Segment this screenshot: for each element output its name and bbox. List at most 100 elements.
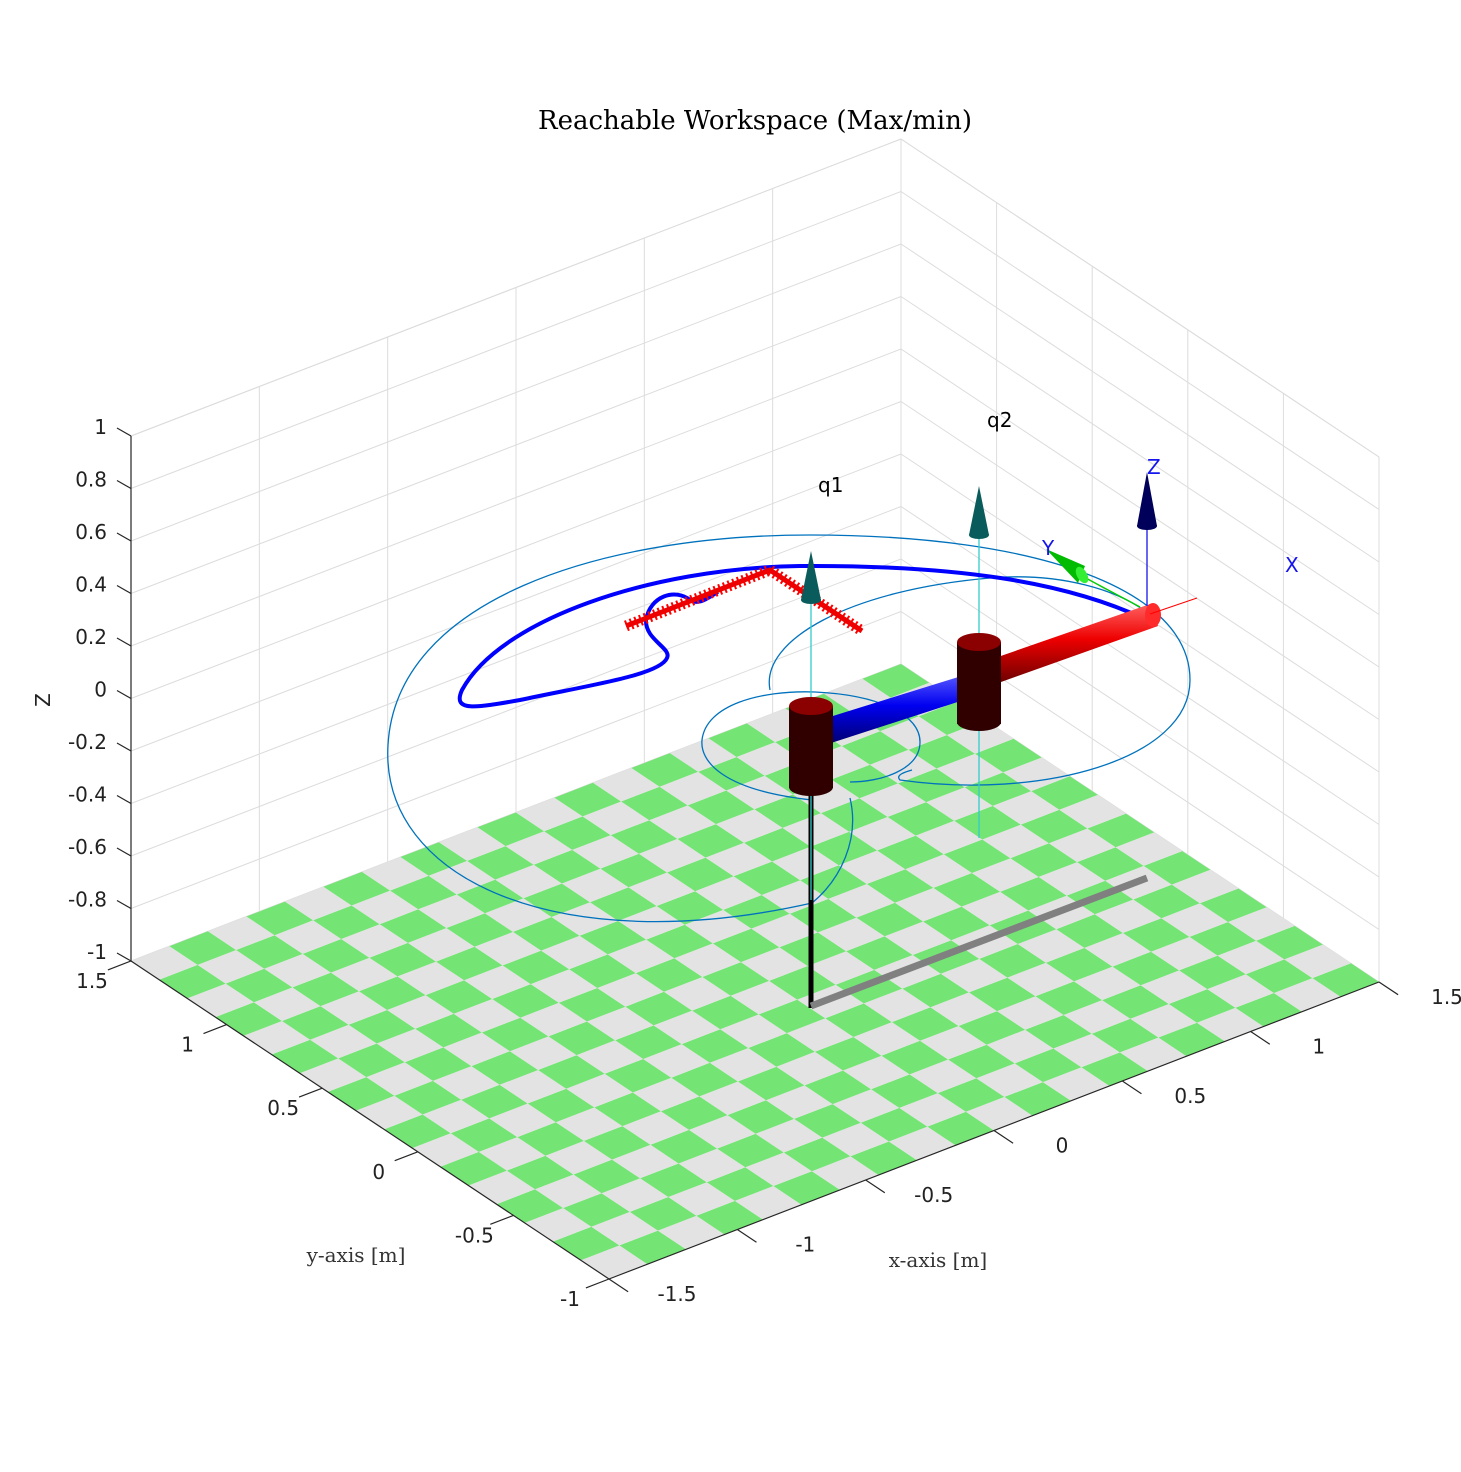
floor-tile — [1087, 813, 1155, 848]
workspace-lower-curve — [811, 797, 854, 904]
x-tick-mark — [1122, 1080, 1142, 1095]
floor-tile — [582, 801, 650, 836]
floor-tile — [243, 1021, 311, 1055]
tool-frame-y-line — [1079, 574, 1141, 608]
tool-frame-y-label: Y — [1041, 536, 1055, 560]
z-tick-label: -0.6 — [68, 835, 107, 859]
y-tick-label: 0 — [372, 1160, 385, 1184]
floor-tile — [561, 868, 629, 903]
floor-tile — [253, 987, 321, 1021]
floor-tile — [471, 1051, 539, 1085]
z-axis-label: Z — [31, 693, 55, 707]
floor-tile — [635, 958, 703, 992]
floor-tile — [1102, 985, 1169, 1019]
floor-tile — [866, 869, 934, 903]
floor-tile — [638, 838, 706, 873]
floor-tile — [880, 716, 947, 750]
floor-tile — [838, 850, 906, 884]
floor-tile — [789, 898, 857, 933]
checkerboard-floor — [131, 664, 1379, 1279]
floor-tile — [920, 1026, 987, 1060]
floor-tile — [366, 1062, 433, 1096]
floor-tile — [684, 909, 752, 944]
floor-tile — [674, 943, 741, 977]
y-tick-mark — [298, 1087, 323, 1098]
floor-tile — [705, 842, 773, 877]
floor-tile — [863, 988, 931, 1023]
floor-tile — [594, 1092, 661, 1127]
grid-line-z-side — [900, 243, 1380, 563]
y-tick-label: 1 — [181, 1033, 194, 1057]
floor-tile — [1007, 962, 1074, 997]
floor-tile — [541, 935, 608, 970]
workspace-inner-curve — [701, 691, 921, 801]
floor-tile — [558, 988, 626, 1022]
floor-tile — [884, 921, 952, 955]
floor-tile — [915, 820, 983, 855]
z-tick-mark — [116, 847, 132, 857]
workspace-boundary — [387, 534, 1191, 923]
floor-tile — [1217, 940, 1285, 975]
x-tick-mark — [1378, 981, 1399, 996]
floor-tile — [964, 772, 1032, 806]
floor-tile — [923, 906, 990, 941]
floor-tile — [736, 742, 804, 776]
floor-tile — [1133, 884, 1200, 919]
floor-tile — [646, 924, 713, 959]
workspace-q2-curve — [768, 576, 1151, 691]
floor-tile — [695, 876, 762, 910]
x-tick-label: -1.5 — [657, 1282, 696, 1306]
floor-tile — [720, 1014, 787, 1048]
floor-tile — [1045, 947, 1113, 982]
floor-tile — [591, 1211, 658, 1246]
floor-tile — [828, 884, 895, 918]
floor-tile — [726, 775, 793, 810]
tool-frame-y-cone-icon — [1046, 549, 1089, 584]
floor-tile — [1074, 966, 1141, 1001]
floor-tile — [954, 805, 1021, 840]
q1-annotation: q1 — [818, 473, 843, 497]
floor-tile — [958, 1011, 1026, 1045]
floor-tile — [545, 1140, 612, 1175]
floor-tile — [422, 1099, 490, 1134]
floor-tile — [236, 935, 303, 969]
floor-tile — [908, 735, 975, 769]
floor-tile — [1151, 936, 1218, 971]
floor-tile — [670, 738, 737, 772]
floor-tile — [282, 1006, 349, 1040]
z-tick-label: 1 — [94, 415, 107, 439]
floor-tile — [299, 1058, 367, 1092]
floor-tile — [1130, 1004, 1197, 1038]
floor-tile — [841, 731, 909, 765]
floor-tile — [1228, 907, 1295, 941]
floor-tile — [569, 954, 636, 988]
floor-tile — [456, 879, 524, 914]
floor-tile — [579, 920, 647, 955]
floor-tile — [573, 1159, 641, 1194]
floor-tile — [997, 996, 1064, 1030]
floor-tile — [576, 1040, 644, 1074]
floor-tile — [327, 1077, 395, 1111]
z-tick-label: 0.6 — [75, 520, 107, 544]
floor-tile — [384, 1114, 451, 1149]
floor-tile — [632, 1077, 700, 1112]
floor-tile — [1025, 1015, 1092, 1049]
floor-tile — [898, 768, 965, 803]
floor-tile — [699, 1081, 766, 1116]
floor-tile — [1207, 974, 1274, 1008]
floor-tile — [628, 872, 696, 906]
floor-tile — [1084, 933, 1151, 967]
floor-tile — [766, 1085, 833, 1119]
y-tick-mark — [203, 1024, 227, 1035]
floor-tile — [817, 917, 885, 952]
floor-tile — [821, 798, 888, 832]
floor-tile — [853, 1022, 920, 1056]
floor-tile — [544, 816, 611, 850]
floor-tile — [692, 995, 759, 1030]
floor-tile — [379, 909, 447, 943]
floor-tile — [656, 891, 724, 925]
floor-tile — [940, 958, 1008, 993]
floor-tile — [1245, 959, 1313, 993]
floor-tile — [653, 1010, 721, 1045]
